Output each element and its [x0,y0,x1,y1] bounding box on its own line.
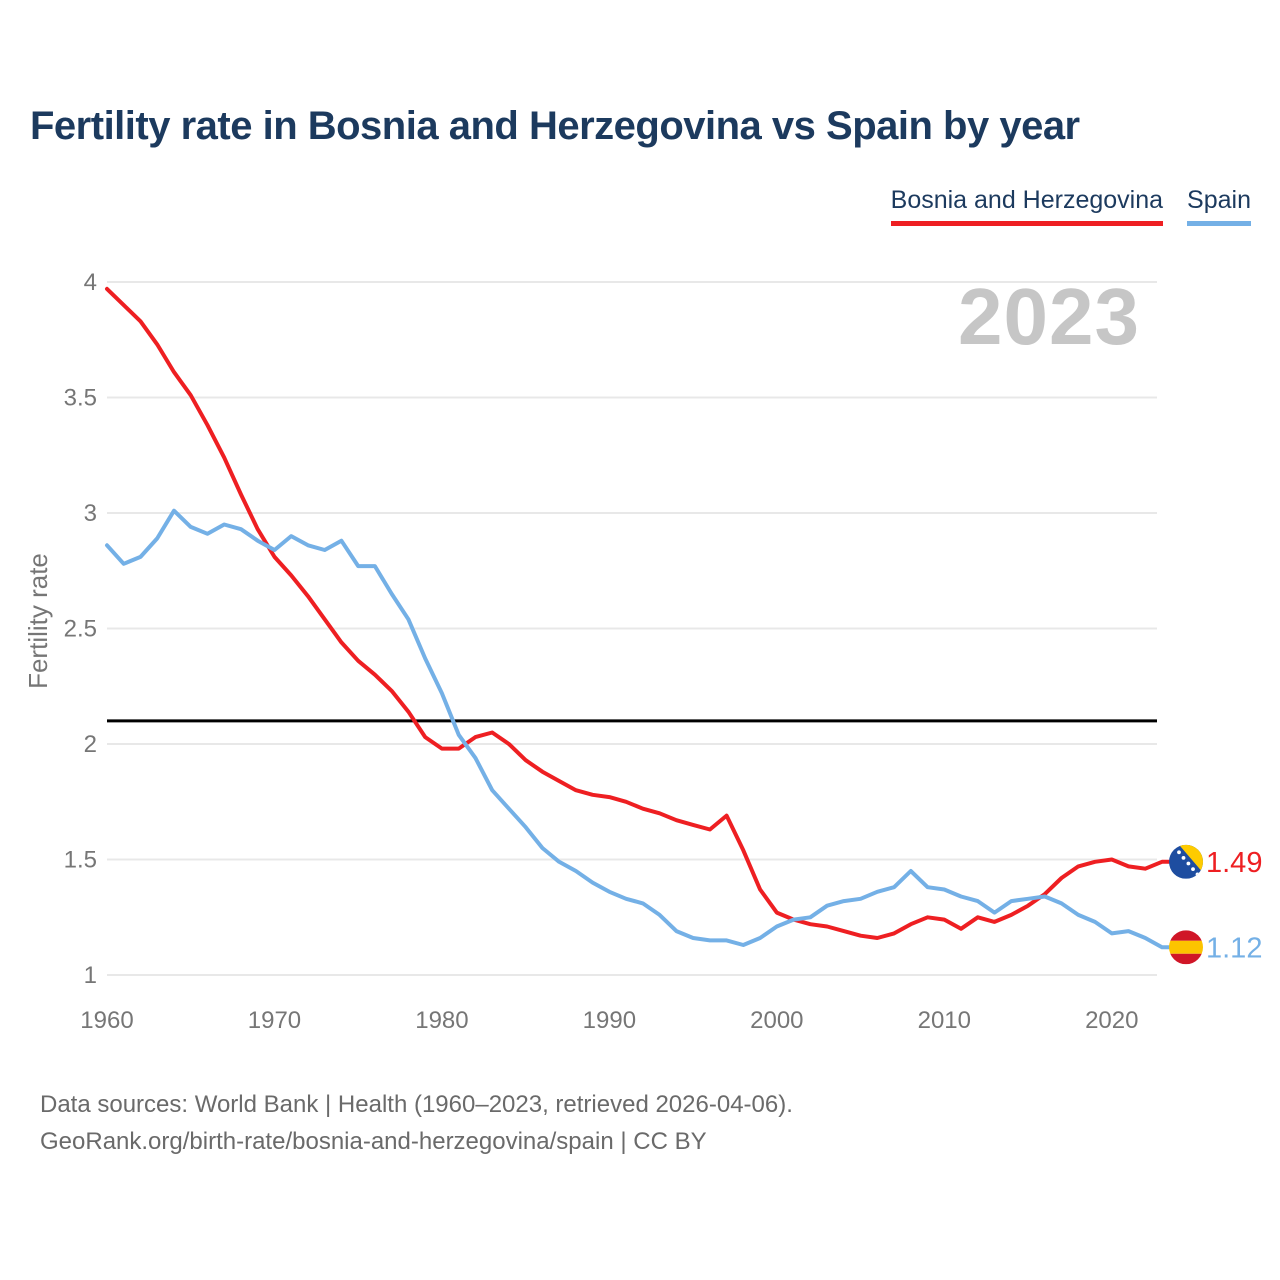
x-tick-label: 2010 [918,1007,971,1034]
x-tick-label: 2000 [750,1007,803,1034]
year-watermark: 2023 [958,272,1140,361]
x-tick-label: 1980 [415,1007,468,1034]
legend-item-bosnia[interactable]: Bosnia and Herzegovina [890,186,1164,226]
bosnia-series-line[interactable] [105,286,1174,940]
attribution-line: GeoRank.org/birth-rate/bosnia-and-herzeg… [40,1128,707,1155]
bosnia-flag-icon [1169,844,1203,879]
x-tick-label: 2020 [1085,1007,1138,1034]
spain-flag-icon [1169,930,1203,965]
page-title: Fertility rate in Bosnia and Herzegovina… [30,104,1080,148]
y-tick-label: 3.5 [64,385,97,412]
y-tick-label: 4 [84,269,97,296]
spain-end-value: 1.12 [1206,932,1262,964]
spain-series-line[interactable] [105,508,1174,950]
legend: Bosnia and Herzegovina Spain [890,186,1251,226]
y-axis-title: Fertility rate [23,553,53,689]
bosnia-end-value: 1.49 [1206,847,1262,879]
y-tick-label: 3 [84,500,97,527]
legend-item-spain[interactable]: Spain [1187,186,1251,226]
x-tick-label: 1970 [248,1007,301,1034]
footer: Data sources: World Bank | Health (1960–… [40,1086,793,1160]
data-sources-line: Data sources: World Bank | Health (1960–… [40,1091,793,1118]
y-tick-label: 1 [84,962,97,989]
x-tick-label: 1990 [583,1007,636,1034]
y-tick-label: 2.5 [64,616,97,643]
y-tick-label: 1.5 [64,847,97,874]
y-tick-label: 2 [84,731,97,758]
x-tick-label: 1960 [80,1007,133,1034]
